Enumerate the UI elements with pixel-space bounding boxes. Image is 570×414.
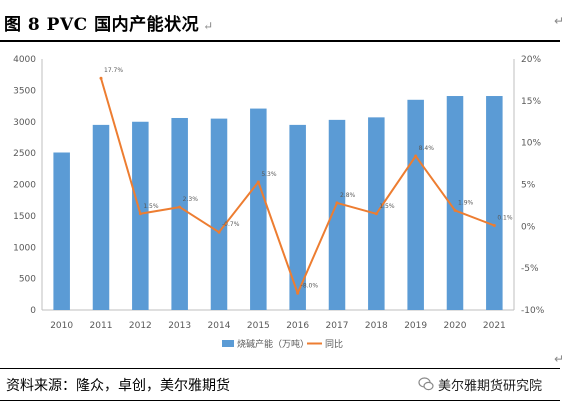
return-mark-icon: ↵ bbox=[203, 19, 214, 33]
bar bbox=[250, 108, 267, 310]
left-tick-label: 3000 bbox=[13, 118, 36, 128]
source-note: 资料来源：隆众，卓创，美尔雅期货 bbox=[6, 378, 230, 394]
bar bbox=[407, 99, 424, 310]
bottom-rule bbox=[0, 400, 560, 401]
right-tick-label: 10% bbox=[521, 139, 541, 149]
x-tick-label: 2013 bbox=[168, 321, 191, 331]
x-tick-label: 2021 bbox=[483, 321, 506, 331]
right-tick-label: -5% bbox=[521, 264, 539, 274]
x-tick-label: 2014 bbox=[208, 321, 231, 331]
bar bbox=[446, 96, 464, 311]
capacity-chart: 0 500 1000 1500 2000 2500 3000 3500 4000 -10% -5% 0… bbox=[13, 55, 545, 350]
title-row: 图 8 PVC 国内产能状况 ↵ ↵ bbox=[0, 0, 570, 40]
figure-title: 图 8 PVC 国内产能状况 ↵ bbox=[4, 10, 214, 35]
right-tick-label: 0% bbox=[521, 222, 536, 232]
line-point bbox=[178, 205, 182, 209]
line-point bbox=[414, 154, 418, 158]
right-tick-label: -10% bbox=[521, 306, 545, 316]
bar bbox=[289, 124, 306, 310]
bar bbox=[53, 152, 70, 310]
data-label: 8.4% bbox=[419, 145, 435, 152]
bar bbox=[486, 96, 503, 311]
bar bbox=[132, 121, 149, 310]
x-tick-label: 2017 bbox=[326, 321, 349, 331]
line-point bbox=[296, 291, 300, 295]
legend-label-line: 同比 bbox=[325, 338, 343, 350]
data-label: 1.5% bbox=[143, 203, 159, 210]
x-tick-label: 2020 bbox=[444, 321, 467, 331]
title-rule bbox=[0, 40, 560, 42]
brand-name: 美尔雅期货研究院 bbox=[438, 379, 543, 394]
right-tick-label: 15% bbox=[521, 97, 541, 107]
data-label: 1.5% bbox=[379, 203, 395, 210]
left-tick-label: 1000 bbox=[13, 243, 36, 253]
line-point bbox=[335, 201, 339, 205]
data-label: 1.9% bbox=[458, 199, 474, 206]
x-tick-label: 2018 bbox=[365, 321, 388, 331]
bar bbox=[328, 119, 346, 311]
line-point bbox=[99, 76, 103, 80]
right-tick-label: 5% bbox=[521, 181, 536, 191]
x-tick-label: 2010 bbox=[50, 321, 73, 331]
x-tick-label: 2015 bbox=[247, 321, 270, 331]
data-label: -0.7% bbox=[222, 221, 240, 228]
left-tick-label: 1500 bbox=[13, 212, 36, 222]
data-label: 2.3% bbox=[183, 196, 199, 203]
line-point bbox=[453, 208, 457, 212]
left-tick-label: 2500 bbox=[13, 149, 36, 159]
return-mark-icon: ↵ bbox=[553, 14, 564, 28]
left-tick-label: 0 bbox=[30, 306, 36, 316]
data-label: 2.8% bbox=[340, 192, 356, 199]
x-tick-label: 2019 bbox=[404, 321, 427, 331]
legend-swatch-bar bbox=[222, 340, 234, 347]
line-point bbox=[138, 212, 142, 216]
return-mark-icon: ↵ bbox=[553, 352, 564, 366]
left-tick-label: 4000 bbox=[13, 55, 36, 65]
source-rule bbox=[0, 368, 560, 369]
x-tick-label: 2016 bbox=[286, 321, 309, 331]
data-label: 17.7% bbox=[104, 67, 123, 74]
left-tick-label: 2000 bbox=[13, 181, 36, 191]
line-point bbox=[217, 230, 221, 234]
x-tick-label: 2012 bbox=[129, 321, 152, 331]
line-point bbox=[256, 180, 260, 184]
bar bbox=[171, 117, 188, 310]
left-tick-label: 500 bbox=[19, 275, 36, 285]
left-tick-label: 3500 bbox=[13, 86, 36, 96]
data-label: 0.1% bbox=[497, 214, 513, 221]
line-point bbox=[374, 212, 378, 216]
bar bbox=[210, 118, 228, 310]
data-label: 5.3% bbox=[261, 171, 277, 178]
wechat-icon bbox=[418, 377, 434, 391]
figure-title-text: 图 8 PVC 国内产能状况 bbox=[4, 15, 200, 35]
legend-label-bar: 烧碱产能（万吨） bbox=[237, 338, 309, 350]
line-point bbox=[492, 223, 496, 227]
data-label: -8.0% bbox=[301, 282, 319, 289]
bar bbox=[92, 124, 110, 310]
right-tick-label: 20% bbox=[521, 55, 541, 65]
x-tick-label: 2011 bbox=[90, 321, 113, 331]
